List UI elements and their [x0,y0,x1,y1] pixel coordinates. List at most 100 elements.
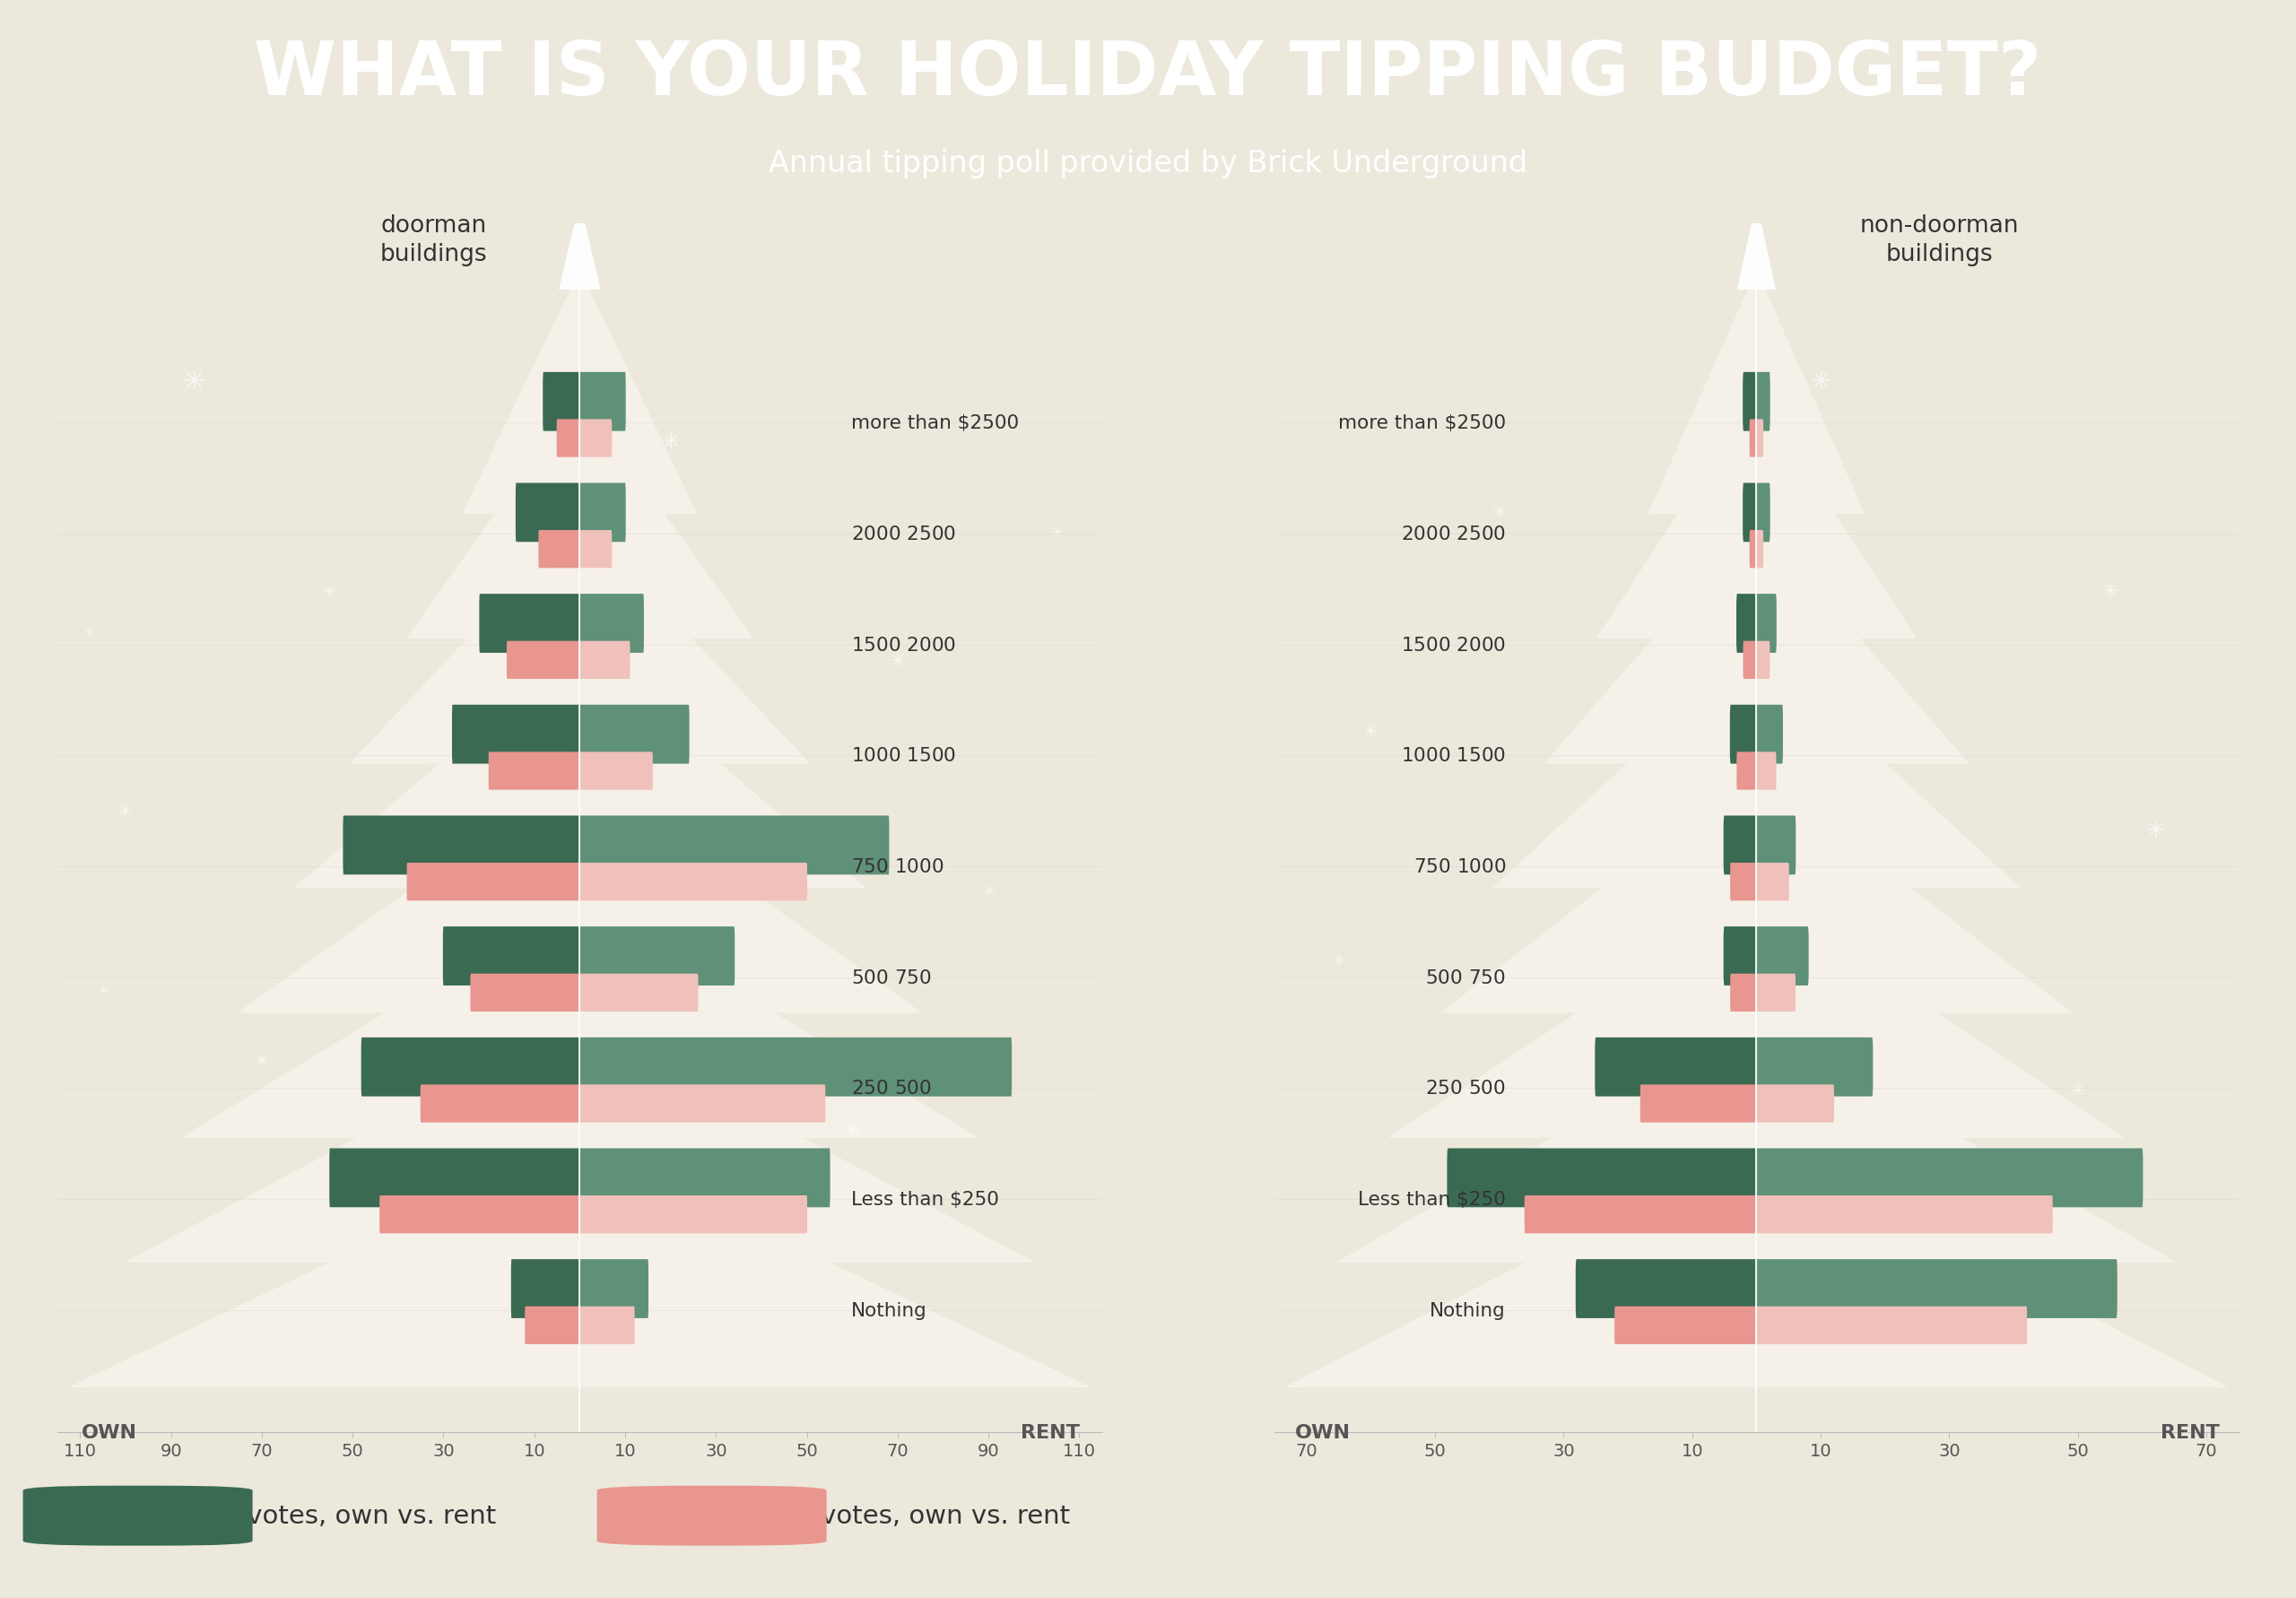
FancyBboxPatch shape [579,705,689,764]
FancyBboxPatch shape [1743,372,1756,431]
Text: ✳: ✳ [1492,503,1506,521]
Polygon shape [1738,201,1775,291]
Polygon shape [558,201,602,291]
FancyBboxPatch shape [579,531,613,569]
Polygon shape [294,644,866,888]
Text: $1500~$2000: $1500~$2000 [852,636,955,654]
Text: $1000~$1500: $1000~$1500 [1401,746,1506,765]
FancyBboxPatch shape [1736,753,1756,789]
Text: ✳: ✳ [255,1051,269,1069]
FancyBboxPatch shape [1639,1085,1756,1123]
Polygon shape [69,1143,1091,1387]
FancyBboxPatch shape [1750,420,1756,457]
Text: $500~$750: $500~$750 [852,968,932,986]
FancyBboxPatch shape [542,372,581,431]
Text: ✳: ✳ [1364,724,1378,740]
FancyBboxPatch shape [471,973,581,1012]
FancyBboxPatch shape [579,420,613,457]
FancyBboxPatch shape [23,1486,253,1545]
FancyBboxPatch shape [507,641,581,679]
FancyBboxPatch shape [1743,641,1756,679]
FancyBboxPatch shape [379,1195,581,1234]
FancyBboxPatch shape [480,594,581,654]
Text: ✳: ✳ [2071,1082,2085,1099]
Text: ✳: ✳ [181,369,204,395]
FancyBboxPatch shape [1575,1259,1756,1318]
FancyBboxPatch shape [1756,753,1777,789]
FancyBboxPatch shape [1731,973,1756,1012]
FancyBboxPatch shape [579,594,643,654]
FancyBboxPatch shape [1743,484,1756,542]
Text: ✳: ✳ [983,882,994,900]
FancyBboxPatch shape [489,753,581,789]
Text: ✳: ✳ [99,984,108,997]
FancyBboxPatch shape [1756,594,1777,654]
FancyBboxPatch shape [406,863,581,901]
FancyBboxPatch shape [1756,863,1789,901]
FancyBboxPatch shape [579,1085,824,1123]
Polygon shape [1336,1018,2177,1262]
Polygon shape [1596,395,1917,639]
FancyBboxPatch shape [1596,1037,1756,1096]
Text: ✳: ✳ [661,431,680,452]
Polygon shape [1283,1143,2229,1387]
FancyBboxPatch shape [1446,1149,1756,1208]
Text: Less than $250: Less than $250 [1357,1191,1506,1208]
Polygon shape [124,1018,1035,1262]
Text: $1500~$2000: $1500~$2000 [1401,636,1506,654]
Text: Annual tipping poll provided by Brick Underground: Annual tipping poll provided by Brick Un… [769,149,1527,179]
Text: ✳: ✳ [119,804,133,820]
FancyBboxPatch shape [1756,420,1763,457]
FancyBboxPatch shape [1525,1195,1756,1234]
Polygon shape [1543,519,1970,764]
FancyBboxPatch shape [1756,1307,2027,1344]
FancyBboxPatch shape [579,927,735,986]
FancyBboxPatch shape [1756,817,1795,876]
FancyBboxPatch shape [1756,1085,1835,1123]
FancyBboxPatch shape [360,1037,581,1096]
FancyBboxPatch shape [1756,973,1795,1012]
FancyBboxPatch shape [420,1085,581,1123]
Text: ✳: ✳ [2101,583,2119,601]
Text: $250~$500: $250~$500 [852,1079,932,1098]
FancyBboxPatch shape [1750,531,1756,569]
FancyBboxPatch shape [1756,531,1763,569]
Text: ✳: ✳ [1809,369,1832,395]
Text: RENT: RENT [2161,1422,2220,1441]
Text: OWN: OWN [1295,1422,1350,1441]
Text: $500~$750: $500~$750 [1426,968,1506,986]
Polygon shape [1440,769,2073,1013]
FancyBboxPatch shape [342,817,581,876]
Text: $2000~$2500: $2000~$2500 [1401,526,1506,543]
Text: ✳: ✳ [85,625,94,638]
FancyBboxPatch shape [579,641,629,679]
Text: Nothing: Nothing [852,1301,928,1318]
Text: ✳: ✳ [1052,526,1061,537]
Text: doorman
buildings: doorman buildings [379,214,487,265]
Text: more than $2500: more than $2500 [1339,414,1506,431]
Text: 2024 votes, own vs. rent: 2024 votes, own vs. rent [746,1504,1070,1528]
FancyBboxPatch shape [1724,927,1756,986]
Text: ✳: ✳ [482,1203,494,1216]
FancyBboxPatch shape [597,1486,827,1545]
FancyBboxPatch shape [579,1307,634,1344]
FancyBboxPatch shape [579,1259,647,1318]
Text: Less than $250: Less than $250 [852,1191,999,1208]
Text: ✳: ✳ [1559,1184,1568,1197]
FancyBboxPatch shape [1756,641,1770,679]
Text: ✳: ✳ [2144,820,2165,842]
FancyBboxPatch shape [328,1149,581,1208]
FancyBboxPatch shape [1724,817,1756,876]
Polygon shape [406,395,753,639]
Text: Nothing: Nothing [1430,1301,1506,1318]
FancyBboxPatch shape [556,420,581,457]
FancyBboxPatch shape [1756,1195,2053,1234]
FancyBboxPatch shape [1756,1259,2117,1318]
FancyBboxPatch shape [579,372,627,431]
FancyBboxPatch shape [452,705,581,764]
Polygon shape [1492,644,2020,888]
FancyBboxPatch shape [579,1149,831,1208]
Text: $750~$1000: $750~$1000 [852,858,944,876]
FancyBboxPatch shape [1756,1149,2142,1208]
FancyBboxPatch shape [526,1307,581,1344]
